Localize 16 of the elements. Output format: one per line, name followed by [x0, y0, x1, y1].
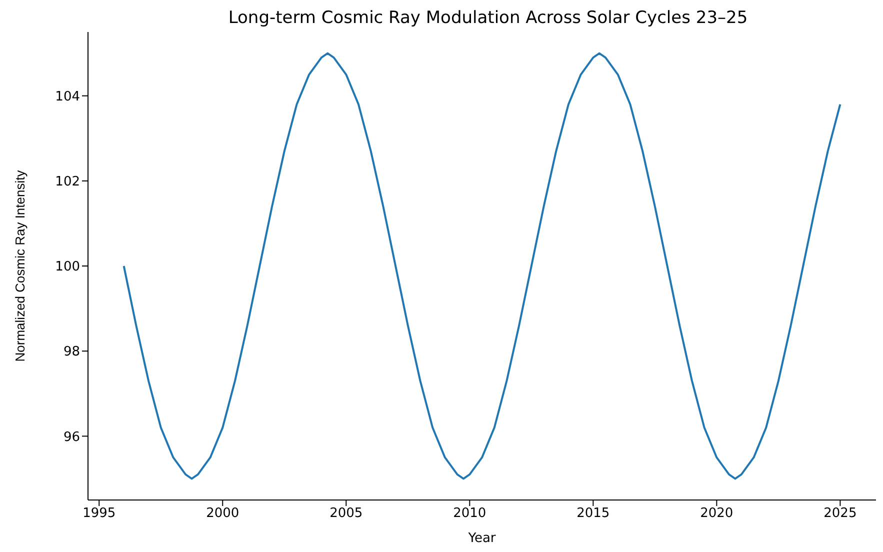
x-axis-title: Year [467, 531, 496, 546]
x-tick-label: 2005 [330, 506, 363, 522]
x-tick-label: 2010 [453, 506, 486, 522]
x-tick-label: 1995 [82, 506, 116, 522]
x-tick-label: 2015 [576, 506, 610, 522]
x-tick-label: 2000 [206, 506, 240, 522]
y-axis-title: Normalized Cosmic Ray Intensity [12, 170, 28, 362]
y-tick-label: 102 [55, 174, 80, 190]
y-tick-label: 100 [55, 260, 80, 275]
chart-title: Long-term Cosmic Ray Modulation Across Solar Cycles 23–25 [227, 8, 749, 28]
y-tick-label: 98 [63, 344, 80, 360]
x-tick-label: 2025 [824, 506, 857, 522]
line-series [122, 52, 842, 480]
y-tick-label: 96 [63, 430, 80, 445]
x-tick-label: 2020 [700, 506, 734, 522]
y-tick-label: 104 [55, 89, 80, 104]
